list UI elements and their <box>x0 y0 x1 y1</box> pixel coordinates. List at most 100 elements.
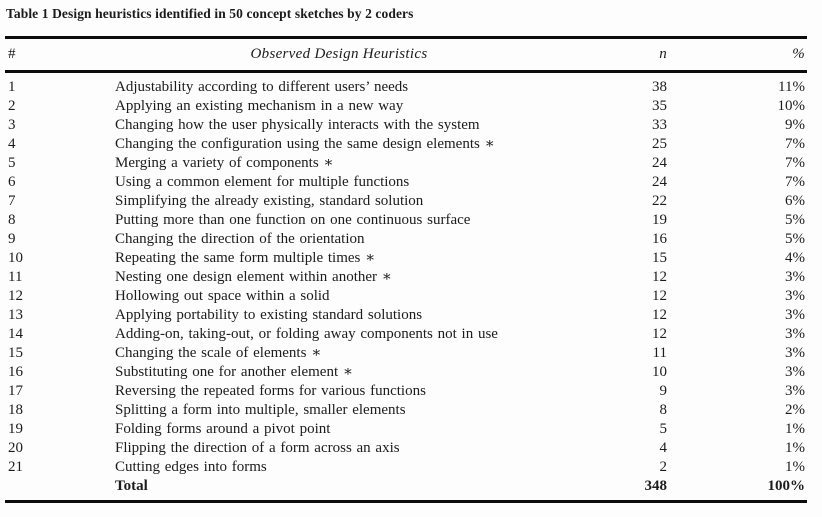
row-number: 11 <box>8 269 23 285</box>
row-percent-value: 3% <box>785 364 805 380</box>
table-row: 13 Applying portability to existing stand… <box>5 306 807 325</box>
heuristics-table: # Observed Design Heuristics n % 1 Adjust… <box>5 36 807 503</box>
row-percent-value: 5% <box>785 231 805 247</box>
total-row: Total 348 100% <box>5 477 807 502</box>
row-n-value: 5 <box>659 421 668 437</box>
total-n-value: 348 <box>644 478 668 494</box>
row-number: 16 <box>8 364 23 380</box>
row-number: 3 <box>8 117 16 133</box>
row-number: 7 <box>8 193 16 209</box>
table-row: 4 Changing the configuration using the sa… <box>5 135 807 154</box>
row-n-value: 24 <box>652 155 667 171</box>
row-heuristic: Changing how the user physically interac… <box>115 117 480 133</box>
table-row: 21 Cutting edges into forms 2 1% <box>5 458 807 477</box>
table-row: 19 Folding forms around a pivot point 5 1% <box>5 420 807 439</box>
row-number: 21 <box>8 459 23 475</box>
table-row: 7 Simplifying the already existing, stand… <box>5 192 807 211</box>
column-header-percent: % <box>792 46 805 62</box>
row-percent-value: 3% <box>785 269 805 285</box>
table-footer: Total 348 100% <box>5 477 807 502</box>
row-heuristic: Simplifying the already existing, standa… <box>115 193 424 209</box>
table-title: Table 1 Design heuristics identified in … <box>6 6 414 21</box>
row-heuristic: Adding-on, taking-out, or folding away c… <box>115 326 498 342</box>
row-n-value: 16 <box>652 231 667 247</box>
table-row: 17 Reversing the repeated forms for vario… <box>5 382 807 401</box>
row-heuristic: Flipping the direction of a form across … <box>115 440 400 456</box>
row-number: 12 <box>8 288 23 304</box>
row-number: 6 <box>8 174 16 190</box>
row-n-value: 8 <box>659 402 668 418</box>
row-heuristic: Merging a variety of components ∗ <box>115 155 334 171</box>
row-number: 10 <box>8 250 23 266</box>
row-percent-value: 5% <box>785 212 805 228</box>
row-number: 14 <box>8 326 23 342</box>
table-row: 16 Substituting one for another element ∗… <box>5 363 807 382</box>
row-percent-value: 9% <box>785 117 805 133</box>
row-percent-value: 1% <box>785 459 805 475</box>
row-percent-value: 3% <box>785 307 805 323</box>
row-percent-value: 3% <box>785 288 805 304</box>
row-heuristic: Changing the configuration using the sam… <box>115 136 495 152</box>
row-n-value: 19 <box>652 212 667 228</box>
row-number: 20 <box>8 440 23 456</box>
row-n-value: 11 <box>652 345 667 361</box>
row-number: 5 <box>8 155 16 171</box>
row-heuristic: Applying portability to existing standar… <box>115 307 423 323</box>
row-n-value: 22 <box>652 193 667 209</box>
header-row: # Observed Design Heuristics n % <box>5 37 807 72</box>
row-heuristic: Hollowing out space within a solid <box>115 288 330 304</box>
row-n-value: 12 <box>652 326 667 342</box>
row-percent-value: 1% <box>785 421 805 437</box>
table-body: 1 Adjustability according to different us… <box>5 72 807 478</box>
row-number: 15 <box>8 345 23 361</box>
row-number: 13 <box>8 307 23 323</box>
row-n-value: 33 <box>652 117 667 133</box>
table-row: 11 Nesting one design element within anot… <box>5 268 807 287</box>
row-heuristic: Substituting one for another element ∗ <box>115 364 354 380</box>
row-number: 8 <box>8 212 16 228</box>
table-row: 3 Changing how the user physically intera… <box>5 116 807 135</box>
row-heuristic: Cutting edges into forms <box>115 459 267 475</box>
row-n-value: 35 <box>652 98 667 114</box>
row-heuristic: Changing the direction of the orientatio… <box>115 231 365 247</box>
row-n-value: 24 <box>652 174 667 190</box>
row-heuristic: Nesting one design element within anothe… <box>115 269 392 285</box>
row-number: 19 <box>8 421 23 437</box>
row-percent-value: 3% <box>785 383 805 399</box>
row-n-value: 9 <box>659 383 668 399</box>
row-n-value: 12 <box>652 269 667 285</box>
row-number: 2 <box>8 98 16 114</box>
row-percent-value: 6% <box>785 193 805 209</box>
row-heuristic: Reversing the repeated forms for various… <box>115 383 426 399</box>
row-percent-value: 1% <box>785 440 805 456</box>
row-n-value: 10 <box>652 364 667 380</box>
table-row: 18 Splitting a form into multiple, smalle… <box>5 401 807 420</box>
row-n-value: 12 <box>652 288 667 304</box>
row-percent-value: 7% <box>785 174 805 190</box>
row-number: 9 <box>8 231 16 247</box>
row-number: 1 <box>8 79 16 95</box>
row-percent-value: 7% <box>785 136 805 152</box>
row-n-value: 15 <box>652 250 667 266</box>
table-row: 14 Adding-on, taking-out, or folding away… <box>5 325 807 344</box>
row-percent-value: 10% <box>777 98 806 114</box>
row-percent-value: 3% <box>785 326 805 342</box>
table-row: 5 Merging a variety of components ∗ 24 7% <box>5 154 807 173</box>
column-header-number: # <box>8 46 16 62</box>
table-row: 15 Changing the scale of elements ∗ 11 3% <box>5 344 807 363</box>
row-number: 17 <box>8 383 23 399</box>
row-heuristic: Putting more than one function on one co… <box>115 212 471 228</box>
row-percent-value: 2% <box>785 402 805 418</box>
total-percent-value: 100% <box>767 478 806 494</box>
row-number: 18 <box>8 402 23 418</box>
table-row: 12 Hollowing out space within a solid 12 3% <box>5 287 807 306</box>
column-header-n: n <box>659 46 667 62</box>
row-n-value: 2 <box>659 459 668 475</box>
table-row: 20 Flipping the direction of a form acros… <box>5 439 807 458</box>
row-heuristic: Applying an existing mechanism in a new … <box>115 98 404 114</box>
row-n-value: 25 <box>652 136 667 152</box>
row-n-value: 12 <box>652 307 667 323</box>
table-row: 2 Applying an existing mechanism in a new… <box>5 97 807 116</box>
total-number-cell <box>5 477 115 502</box>
row-percent-value: 7% <box>785 155 805 171</box>
